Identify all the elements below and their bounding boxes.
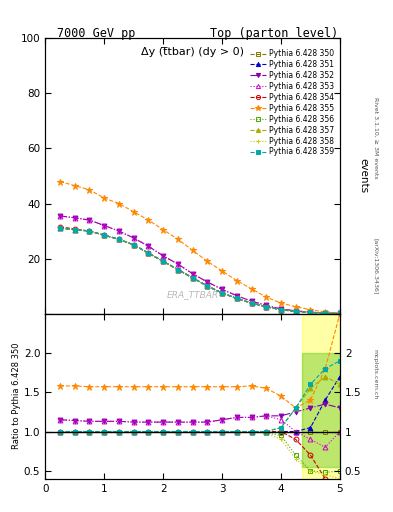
Text: [arXiv:1306.3436]: [arXiv:1306.3436] <box>373 238 378 294</box>
Text: mcplots.cern.ch: mcplots.cern.ch <box>373 349 378 399</box>
Y-axis label: Ratio to Pythia 6.428 350: Ratio to Pythia 6.428 350 <box>12 343 21 450</box>
Text: ERA_TTBAR: ERA_TTBAR <box>167 290 219 299</box>
Text: Rivet 3.1.10, ≥ 3M events: Rivet 3.1.10, ≥ 3M events <box>373 97 378 179</box>
Text: 7000 GeV pp: 7000 GeV pp <box>57 27 135 39</box>
Y-axis label: events: events <box>359 158 369 194</box>
Text: Δy (t̅tbar) (dy > 0): Δy (t̅tbar) (dy > 0) <box>141 47 244 57</box>
Text: Top (parton level): Top (parton level) <box>210 27 338 39</box>
Legend: Pythia 6.428 350, Pythia 6.428 351, Pythia 6.428 352, Pythia 6.428 353, Pythia 6: Pythia 6.428 350, Pythia 6.428 351, Pyth… <box>248 48 336 158</box>
